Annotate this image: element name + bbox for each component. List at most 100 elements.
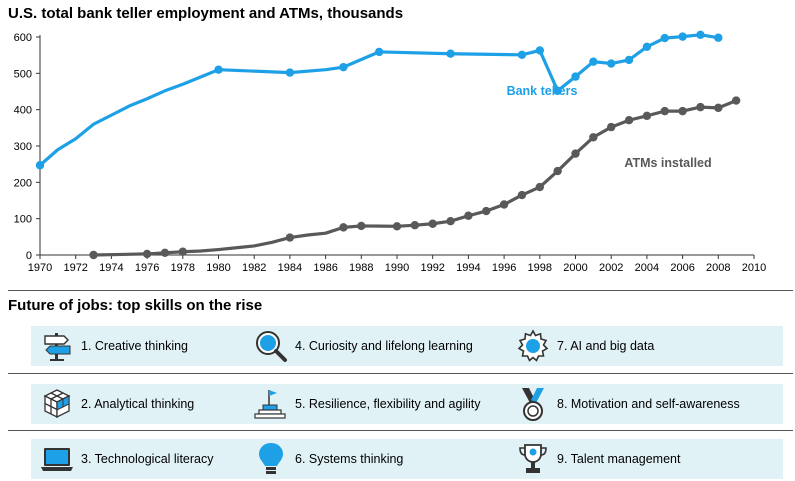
y-tick-label: 200 xyxy=(14,177,32,189)
data-point xyxy=(624,116,634,125)
data-point xyxy=(160,248,170,258)
y-tick-label: 600 xyxy=(14,32,32,44)
data-point xyxy=(285,233,295,242)
skill-item: 5. Resilience, flexibility and agility xyxy=(253,384,481,424)
skill-label: 2. Analytical thinking xyxy=(81,397,195,411)
employment-chart: 1970 1972 1974 1976 1978 1980 1982 1984 1986 1988… xyxy=(14,30,766,274)
chart-title: U.S. total bank teller employment and AT… xyxy=(8,5,404,22)
x-tick-label: 1982 xyxy=(242,262,266,274)
data-point xyxy=(607,59,616,68)
data-point xyxy=(482,206,491,216)
x-tick-label: 1980 xyxy=(206,262,230,274)
x-tick-label: 1992 xyxy=(420,262,444,274)
data-point xyxy=(499,200,509,209)
skill-label: 5. Resilience, flexibility and agility xyxy=(295,397,481,411)
data-point xyxy=(696,30,705,40)
data-point xyxy=(446,217,455,226)
data-point xyxy=(696,102,705,112)
skill-item: 8. Motivation and self-awareness xyxy=(515,384,740,424)
x-tick-label: 2002 xyxy=(599,262,623,274)
data-point xyxy=(339,62,348,72)
x-tick-label: 1970 xyxy=(28,262,52,274)
gear-icon xyxy=(515,328,551,364)
data-point xyxy=(553,86,562,95)
x-tick-label: 1984 xyxy=(278,262,302,274)
x-tick-label: 1990 xyxy=(385,262,409,274)
data-point xyxy=(517,50,527,60)
x-tick-label: 2004 xyxy=(635,262,659,274)
data-point xyxy=(714,33,723,42)
trophy-icon xyxy=(515,441,551,477)
skill-item: 4. Curiosity and lifelong learning xyxy=(253,326,473,366)
data-point xyxy=(731,96,741,105)
lightbulb-icon xyxy=(253,441,289,477)
skill-item: 7. AI and big data xyxy=(515,326,654,366)
skill-label: 3. Technological literacy xyxy=(81,452,214,466)
data-point xyxy=(642,42,652,52)
medal-icon xyxy=(515,386,551,422)
data-point xyxy=(535,182,544,192)
y-tick-label: 400 xyxy=(14,105,32,117)
data-point xyxy=(339,223,348,232)
skill-label: 4. Curiosity and lifelong learning xyxy=(295,339,473,353)
skills-row-1: 1. Creative thinking 4. Curiosity and li… xyxy=(31,326,783,366)
data-point xyxy=(392,222,402,231)
skill-item: 9. Talent management xyxy=(515,439,680,479)
skill-item: 3. Technological literacy xyxy=(39,439,213,479)
skill-item: 1. Creative thinking xyxy=(39,326,188,366)
x-tick-label: 2010 xyxy=(742,262,766,274)
data-point xyxy=(660,33,669,43)
x-tick-label: 2008 xyxy=(706,262,730,274)
skill-label: 1. Creative thinking xyxy=(81,339,189,353)
data-point xyxy=(357,221,366,231)
data-point xyxy=(624,55,634,65)
data-point xyxy=(214,65,223,74)
skill-label: 9. Talent management xyxy=(557,452,681,466)
y-tick-label: 300 xyxy=(14,141,32,153)
y-tick-label: 0 xyxy=(26,250,32,262)
skill-item: 2. Analytical thinking xyxy=(39,384,194,424)
series-label: Bank tellers xyxy=(507,84,578,98)
data-point xyxy=(446,49,455,58)
data-point xyxy=(464,211,473,220)
data-point xyxy=(607,122,616,132)
x-tick-label: 2000 xyxy=(563,262,587,274)
skill-item: 6. Systems thinking xyxy=(253,439,403,479)
laptop-icon xyxy=(39,441,75,477)
y-tick-label: 500 xyxy=(14,68,32,80)
data-point xyxy=(678,106,687,116)
data-point xyxy=(178,247,187,256)
x-tick-label: 1988 xyxy=(349,262,373,274)
data-point xyxy=(571,149,580,158)
row-divider xyxy=(8,373,793,374)
skill-label: 7. AI and big data xyxy=(557,339,655,353)
signpost-icon xyxy=(39,328,75,364)
x-tick-label: 1978 xyxy=(171,262,195,274)
data-point xyxy=(374,47,384,57)
data-point xyxy=(589,57,598,66)
x-tick-label: 1998 xyxy=(528,262,552,274)
data-point xyxy=(142,249,152,259)
data-point xyxy=(642,111,652,121)
data-point xyxy=(678,32,687,41)
y-tick-label: 100 xyxy=(14,214,32,226)
x-tick-label: 2006 xyxy=(670,262,694,274)
podium-flag-icon xyxy=(253,386,289,422)
data-point xyxy=(714,103,723,113)
data-point xyxy=(589,133,598,142)
x-tick-label: 1976 xyxy=(135,262,159,274)
series-line xyxy=(93,99,737,257)
data-point xyxy=(285,68,295,77)
skills-title: Future of jobs: top skills on the rise xyxy=(8,297,263,314)
x-tick-label: 1996 xyxy=(492,262,516,274)
data-point xyxy=(535,46,544,55)
data-point xyxy=(428,219,437,228)
x-tick-label: 1972 xyxy=(63,262,87,274)
row-divider xyxy=(8,430,793,431)
skills-row-3: 3. Technological literacy 6. Systems thi… xyxy=(31,439,783,479)
data-point xyxy=(517,190,527,200)
data-point xyxy=(553,166,562,176)
series-label: ATMs installed xyxy=(624,156,711,170)
magnifier-icon xyxy=(253,328,289,364)
data-point xyxy=(410,221,420,230)
